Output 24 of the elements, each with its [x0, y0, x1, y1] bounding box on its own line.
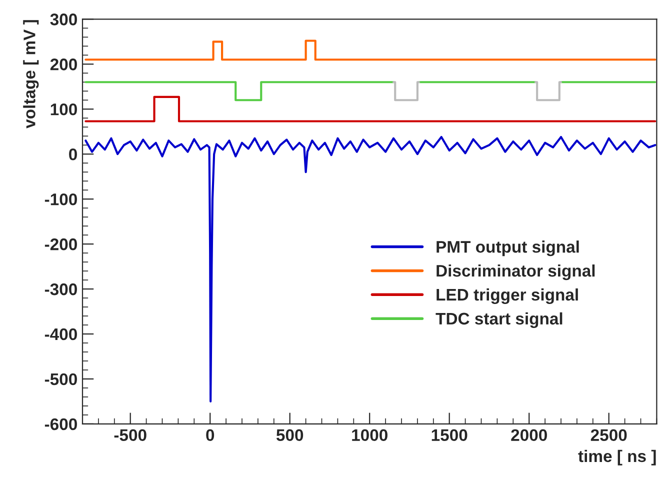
- x-tick-label: 2500: [590, 429, 627, 442]
- y-tick-label: 100: [50, 104, 77, 116]
- y-tick-label: 200: [50, 58, 77, 70]
- x-tick-label: 1500: [432, 429, 468, 442]
- legend-label: Discriminator signal: [436, 264, 595, 280]
- legend-label: TDC start signal: [436, 312, 562, 328]
- y-tick-label: -200: [44, 238, 77, 250]
- legend-label: PMT output signal: [436, 240, 579, 256]
- x-tick-label: 500: [276, 429, 304, 442]
- y-axis-title: voltage [ mV ]: [23, 20, 39, 128]
- legend-label: LED trigger signal: [436, 288, 578, 304]
- y-tick-label: -300: [44, 283, 77, 296]
- x-tick-label: -500: [114, 429, 146, 442]
- x-tick-label: 0: [206, 429, 214, 442]
- y-tick-label: -400: [44, 328, 77, 340]
- y-tick-label: 0: [69, 148, 77, 160]
- y-tick-label: 300: [50, 14, 77, 26]
- y-tick-label: -500: [44, 373, 77, 386]
- x-axis-title: time [ ns ]: [578, 450, 656, 466]
- y-tick-label: -100: [44, 193, 77, 206]
- line-series: [84, 136, 656, 402]
- x-tick-label: 2000: [511, 429, 547, 442]
- y-tick-label: -600: [44, 418, 77, 430]
- x-tick-label: 1000: [352, 429, 388, 442]
